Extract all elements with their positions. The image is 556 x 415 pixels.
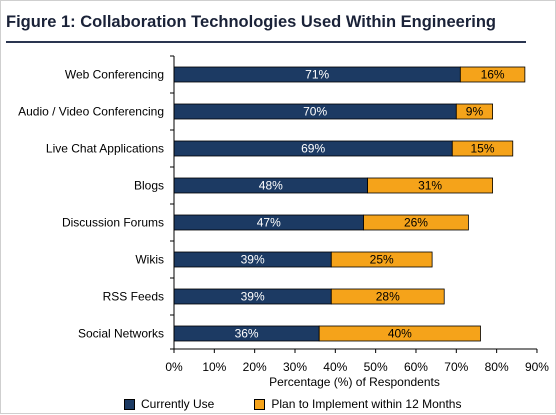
x-tick-label: 10% bbox=[202, 360, 226, 374]
bar-plan-to-implement bbox=[459, 66, 526, 83]
x-tick-label: 0% bbox=[165, 360, 183, 374]
data-label: 70% bbox=[303, 105, 327, 119]
x-tick-label: 60% bbox=[404, 360, 428, 374]
data-label: 40% bbox=[388, 327, 412, 341]
x-tick-label: 80% bbox=[485, 360, 509, 374]
category-label: Discussion Forums bbox=[62, 216, 164, 230]
category-label: Blogs bbox=[134, 179, 164, 193]
data-label: 39% bbox=[241, 290, 265, 304]
category-label: Audio / Video Conferencing bbox=[18, 105, 164, 119]
category-label: Social Networks bbox=[78, 327, 164, 341]
legend-swatch-plan bbox=[254, 398, 266, 410]
category-label: Wikis bbox=[135, 253, 164, 267]
bar-plan-to-implement bbox=[318, 325, 481, 342]
title-divider bbox=[6, 41, 526, 43]
data-label: 39% bbox=[241, 253, 265, 267]
legend-item-current: Currently Use bbox=[124, 397, 214, 411]
data-label: 16% bbox=[481, 68, 505, 82]
bar-plan-to-implement bbox=[451, 140, 514, 157]
bar-plan-to-implement bbox=[363, 214, 469, 231]
data-label: 69% bbox=[301, 142, 325, 156]
data-label: 15% bbox=[471, 142, 495, 156]
x-tick-label: 30% bbox=[283, 360, 307, 374]
legend-label-plan: Plan to Implement within 12 Months bbox=[271, 397, 462, 411]
x-tick-label: 20% bbox=[243, 360, 267, 374]
bar-plan-to-implement bbox=[455, 103, 494, 120]
data-label: 31% bbox=[418, 179, 442, 193]
bar-plan-to-implement bbox=[367, 177, 494, 194]
x-tick-label: 90% bbox=[525, 360, 549, 374]
bar-plan-to-implement bbox=[330, 251, 433, 268]
data-label: 28% bbox=[376, 290, 400, 304]
legend-label-current: Currently Use bbox=[141, 397, 215, 411]
category-label: Web Conferencing bbox=[65, 68, 164, 82]
x-tick-label: 40% bbox=[323, 360, 347, 374]
legend-swatch-current bbox=[124, 398, 135, 410]
data-label: 48% bbox=[259, 179, 283, 193]
x-tick-label: 70% bbox=[444, 360, 468, 374]
data-label: 26% bbox=[404, 216, 428, 230]
legend-item-plan: Plan to Implement within 12 Months bbox=[254, 397, 461, 411]
data-label: 25% bbox=[370, 253, 394, 267]
data-label: 9% bbox=[466, 105, 484, 119]
category-label: Live Chat Applications bbox=[46, 142, 164, 156]
chart-legend: Currently Use Plan to Implement within 1… bbox=[124, 397, 461, 411]
chart-title: Figure 1: Collaboration Technologies Use… bbox=[6, 13, 496, 31]
category-label: RSS Feeds bbox=[103, 290, 164, 304]
data-label: 71% bbox=[305, 68, 329, 82]
x-axis-label: Percentage (%) of Respondents bbox=[269, 375, 440, 389]
bar-plan-to-implement bbox=[330, 288, 445, 305]
x-tick-label: 50% bbox=[364, 360, 388, 374]
data-label: 36% bbox=[235, 327, 259, 341]
data-label: 47% bbox=[257, 216, 281, 230]
